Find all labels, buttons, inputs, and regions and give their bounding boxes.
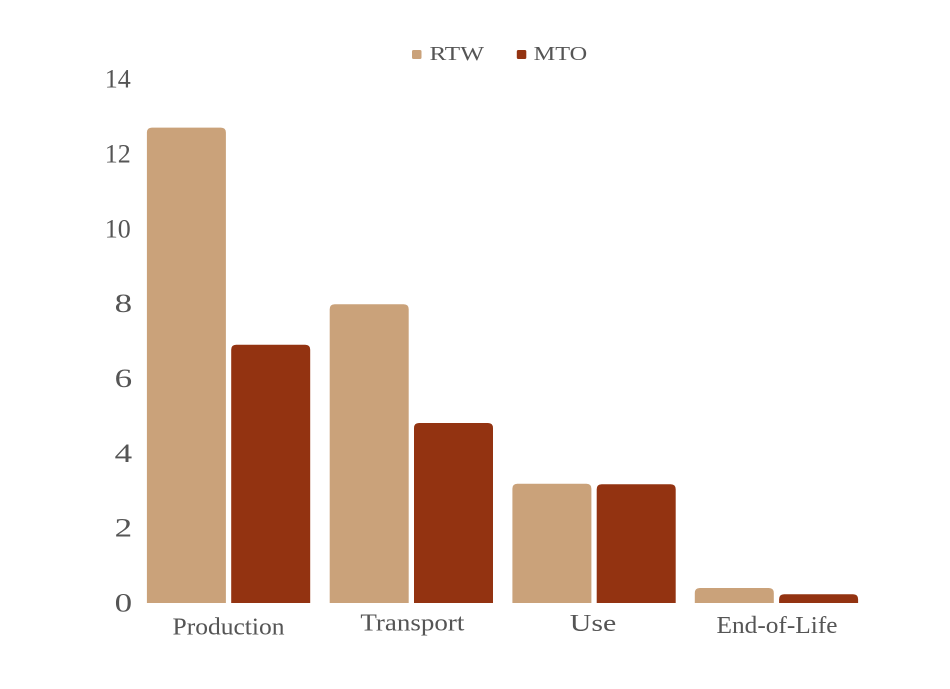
svg-text:10: 10 <box>105 214 131 243</box>
svg-text:End-of-Life: End-of-Life <box>717 613 838 639</box>
svg-text:Use: Use <box>570 611 617 637</box>
svg-text:Transport: Transport <box>360 610 464 636</box>
svg-text:Production: Production <box>173 615 285 641</box>
svg-text:RTW: RTW <box>430 43 485 65</box>
svg-text:2: 2 <box>115 514 133 543</box>
svg-text:8: 8 <box>115 289 133 318</box>
svg-text:0: 0 <box>115 589 133 618</box>
svg-text:4: 4 <box>115 439 133 468</box>
svg-text:MTO: MTO <box>534 43 588 65</box>
svg-text:12: 12 <box>105 140 131 169</box>
svg-text:14: 14 <box>105 65 131 94</box>
svg-text:6: 6 <box>115 364 133 393</box>
